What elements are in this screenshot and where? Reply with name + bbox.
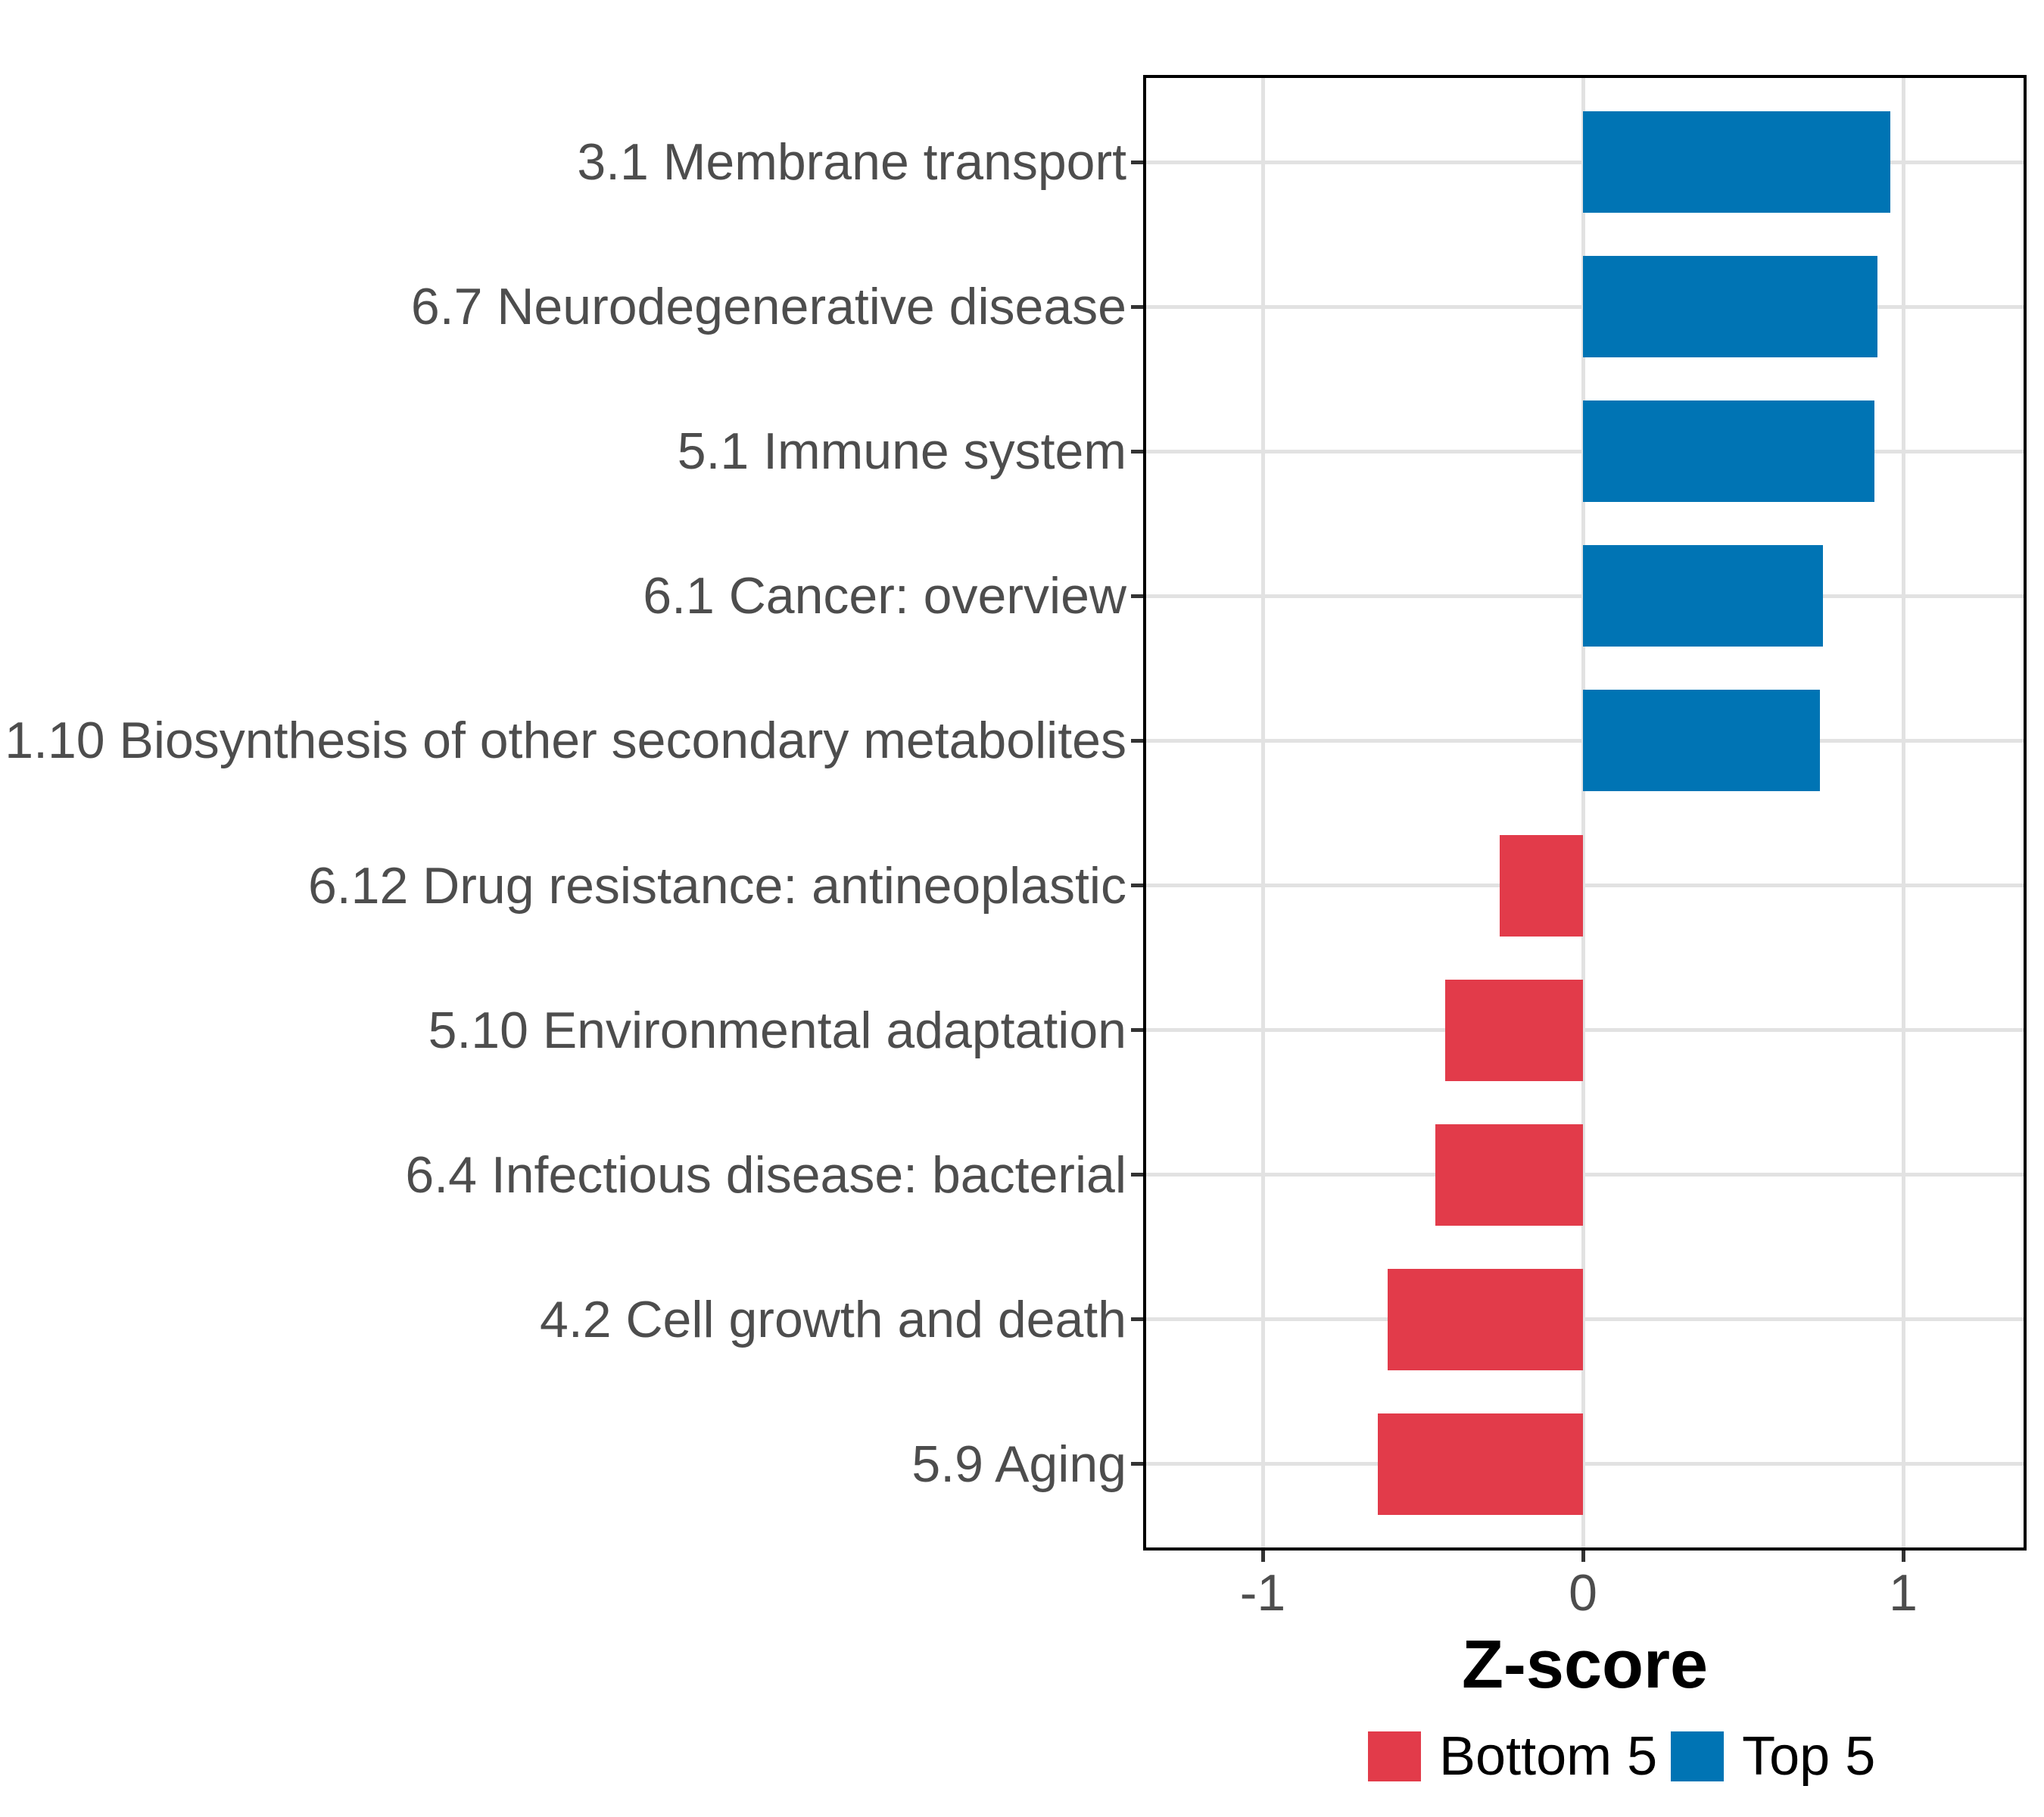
- y-tick-mark: [1131, 1317, 1143, 1322]
- bar-bottom5: [1445, 979, 1583, 1081]
- gridline-y: [1146, 884, 2024, 887]
- y-axis-label: 3.1 Membrane transport: [577, 133, 1126, 191]
- x-tick-label: 0: [1569, 1564, 1597, 1622]
- y-tick-mark: [1131, 594, 1143, 598]
- y-axis-label: 4.2 Cell growth and death: [540, 1290, 1126, 1348]
- bar-bottom5: [1387, 1268, 1583, 1370]
- gridline-x-1: [1901, 78, 1905, 1547]
- x-axis-title: Z-score: [1461, 1627, 1709, 1703]
- legend-item-top5: Top 5: [1671, 1726, 1876, 1787]
- legend-key-top5: [1671, 1731, 1725, 1781]
- x-tick-label: 1: [1889, 1564, 1918, 1622]
- gridline-x--1: [1260, 78, 1265, 1547]
- y-tick-mark: [1131, 738, 1143, 743]
- x-tick-mark: [1901, 1551, 1905, 1562]
- y-axis-label: 5.10 Environmental adaptation: [428, 1001, 1126, 1059]
- y-axis-label: 1.10 Biosynthesis of other secondary met…: [5, 712, 1126, 770]
- bar-top5: [1583, 256, 1878, 358]
- bar-bottom5: [1435, 1124, 1583, 1226]
- y-tick-mark: [1131, 1028, 1143, 1033]
- legend: Bottom 5 Top 5: [1368, 1726, 1889, 1787]
- bar-top5: [1583, 111, 1891, 213]
- legend-label-bottom5: Bottom 5: [1439, 1726, 1658, 1787]
- y-tick-mark: [1131, 884, 1143, 887]
- gridline-y: [1146, 1317, 2024, 1322]
- y-tick-mark: [1131, 304, 1143, 309]
- bar-bottom5: [1378, 1413, 1583, 1515]
- x-tick-label: -1: [1239, 1564, 1286, 1622]
- legend-label-top5: Top 5: [1742, 1726, 1876, 1787]
- y-tick-mark: [1131, 1173, 1143, 1177]
- y-axis-label: 6.12 Drug resistance: antineoplastic: [307, 856, 1126, 915]
- bar-top5: [1583, 400, 1874, 503]
- y-tick-mark: [1131, 449, 1143, 453]
- bar-bottom5: [1500, 834, 1583, 937]
- gridline-x-0: [1581, 78, 1585, 1547]
- gridline-y: [1146, 1028, 2024, 1033]
- y-axis-label: 6.4 Infectious disease: bacterial: [405, 1145, 1126, 1204]
- y-tick-mark: [1131, 160, 1143, 164]
- y-axis-label: 6.1 Cancer: overview: [643, 567, 1126, 625]
- legend-item-bottom5: Bottom 5: [1368, 1726, 1658, 1787]
- bar-top5: [1583, 690, 1821, 792]
- y-axis-label: 6.7 Neurodegenerative disease: [410, 278, 1126, 336]
- x-tick-mark: [1581, 1551, 1585, 1562]
- y-axis-label: 5.1 Immune system: [677, 422, 1126, 481]
- y-tick-mark: [1131, 1462, 1143, 1466]
- gridline-y: [1146, 1462, 2024, 1466]
- plot-panel: [1143, 75, 2027, 1551]
- gridline-y: [1146, 1173, 2024, 1177]
- x-tick-mark: [1260, 1551, 1265, 1562]
- legend-key-bottom5: [1368, 1731, 1421, 1781]
- bar-top5: [1583, 545, 1824, 647]
- y-axis-label: 5.9 Aging: [911, 1435, 1126, 1493]
